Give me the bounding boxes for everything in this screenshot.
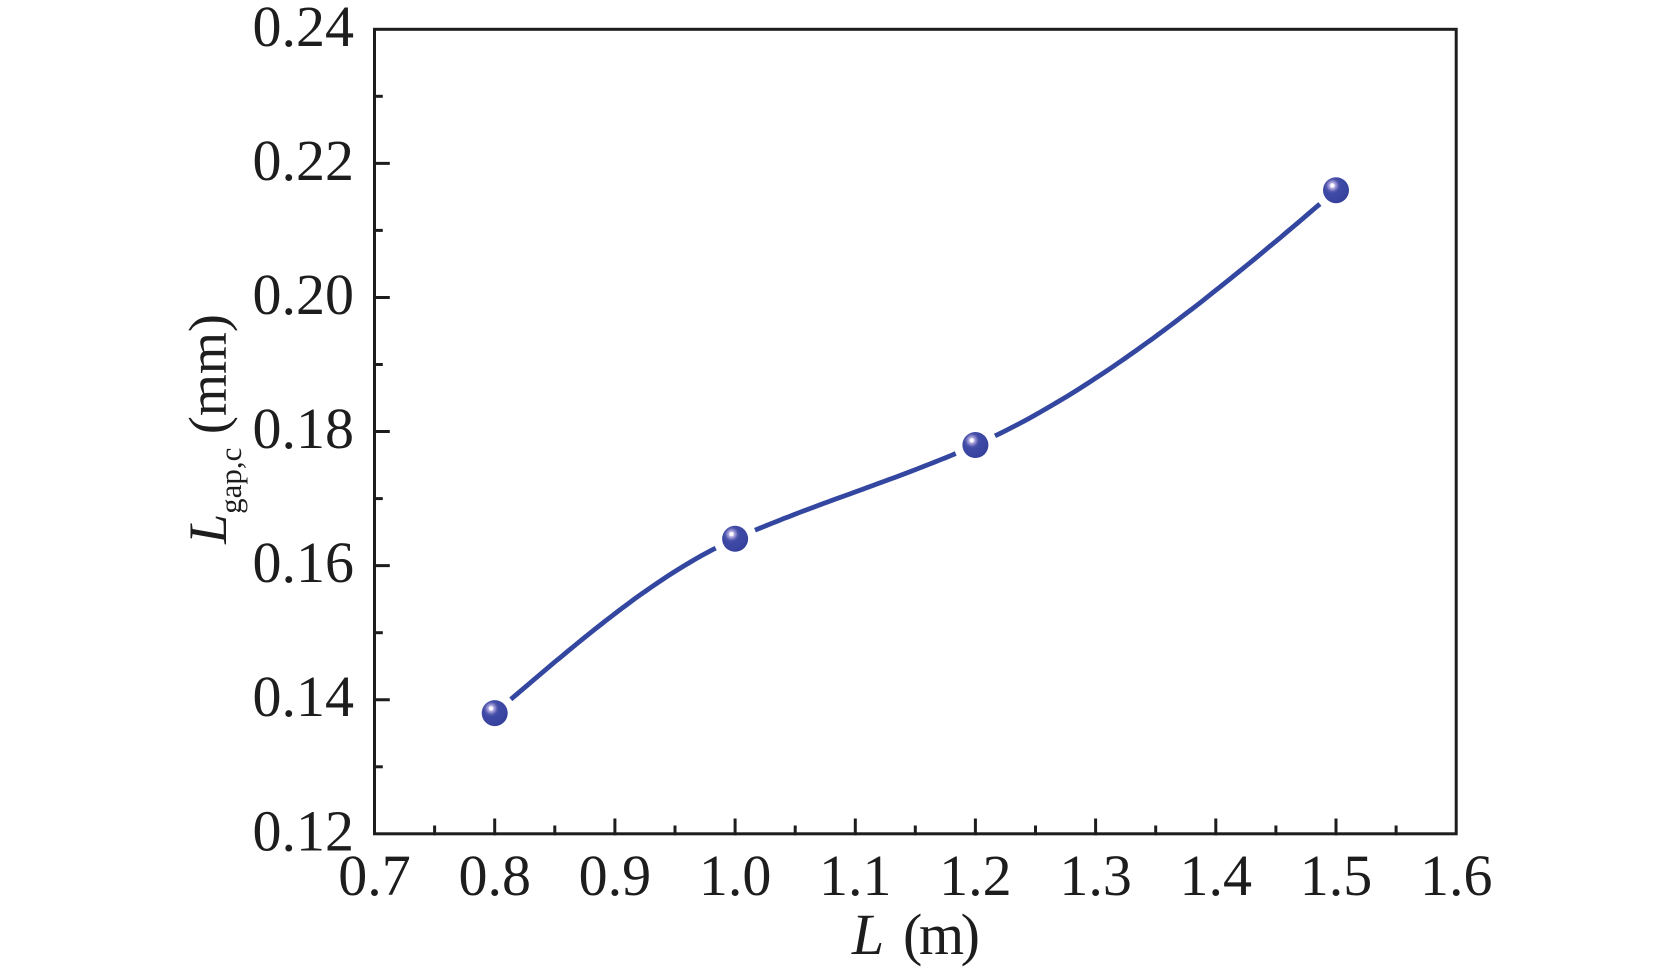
svg-text:1.6: 1.6 — [1420, 843, 1493, 908]
svg-text:0.8: 0.8 — [458, 843, 531, 908]
svg-text:L: L — [851, 902, 884, 967]
svg-text:0.12: 0.12 — [253, 798, 355, 863]
svg-text:1.2: 1.2 — [939, 843, 1012, 908]
svg-text:0.24: 0.24 — [253, 0, 355, 59]
svg-text:1.1: 1.1 — [819, 843, 892, 908]
svg-text:0.20: 0.20 — [253, 262, 355, 327]
svg-text:0.18: 0.18 — [253, 396, 355, 461]
svg-text:1.3: 1.3 — [1059, 843, 1132, 908]
svg-text:0.9: 0.9 — [579, 843, 652, 908]
svg-text:0.7: 0.7 — [338, 843, 411, 908]
svg-text:1.4: 1.4 — [1180, 843, 1253, 908]
svg-text:0.14: 0.14 — [253, 664, 355, 729]
svg-text:(m): (m) — [903, 902, 980, 967]
svg-text:1.0: 1.0 — [699, 843, 772, 908]
svg-text:0.16: 0.16 — [253, 530, 355, 595]
svg-text:1.5: 1.5 — [1300, 843, 1373, 908]
svg-text:Lgap,c (mm): Lgap,c (mm) — [178, 314, 248, 545]
svg-text:0.22: 0.22 — [253, 128, 355, 193]
